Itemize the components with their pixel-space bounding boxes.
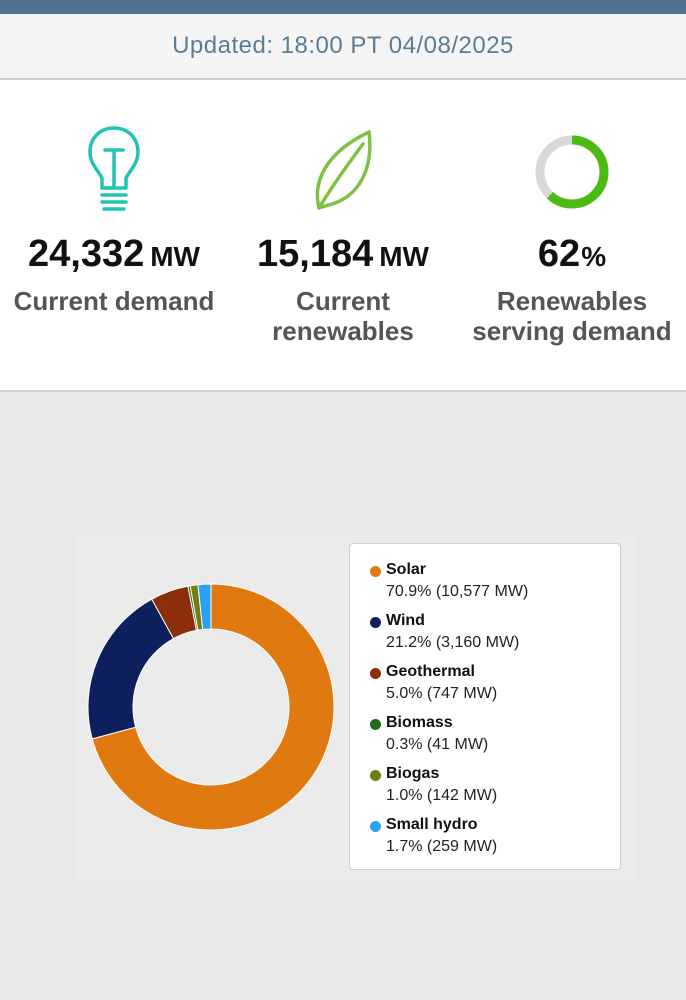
legend-value: 1.7% (259 MW) — [386, 838, 498, 855]
share-label-line2: serving demand — [472, 316, 672, 346]
stats-panel: 24,332 MW Current demand 15,184 MW Current… — [0, 80, 686, 392]
legend-item-biomass[interactable]: Biomass 0.3% (41 MW) — [370, 714, 620, 765]
legend-value: 70.9% (10,577 MW) — [386, 583, 529, 600]
renewables-donut-chart — [87, 583, 335, 831]
legend-label: Biogas — [386, 765, 440, 782]
top-accent-bar — [0, 0, 686, 14]
stat-label: Renewables serving demand — [458, 286, 686, 346]
legend-value: 21.2% (3,160 MW) — [386, 634, 520, 651]
legend-color-dot — [370, 770, 381, 781]
updated-timestamp-bar: Updated: 18:00 PT 04/08/2025 — [0, 14, 686, 80]
leaf-icon — [311, 128, 375, 217]
donut-slice-small-hydro[interactable] — [197, 583, 212, 630]
legend-item-small-hydro[interactable]: Small hydro 1.7% (259 MW) — [370, 816, 620, 867]
updated-timestamp: Updated: 18:00 PT 04/08/2025 — [172, 32, 514, 59]
demand-value: 24,332 — [28, 233, 145, 275]
demand-unit: MW — [150, 241, 200, 272]
share-value: 62 — [537, 233, 581, 275]
legend-label: Solar — [386, 561, 427, 578]
legend-item-solar[interactable]: Solar 70.9% (10,577 MW) — [370, 561, 620, 612]
legend-label: Biomass — [386, 714, 453, 731]
legend-item-wind[interactable]: Wind 21.2% (3,160 MW) — [370, 612, 620, 663]
legend-color-dot — [370, 668, 381, 679]
legend-label: Small hydro — [386, 816, 478, 833]
donut-slice-wind[interactable] — [87, 598, 175, 740]
share-unit: % — [581, 241, 607, 272]
chart-legend: Solar 70.9% (10,577 MW) Wind 21.2% (3,160 M… — [349, 543, 621, 870]
legend-value: 5.0% (747 MW) — [386, 685, 498, 702]
lightbulb-icon — [86, 124, 142, 221]
donut-slice-solar[interactable] — [91, 583, 335, 831]
legend-value: 0.3% (41 MW) — [386, 736, 489, 753]
stat-value: 24,332 MW — [0, 232, 228, 279]
stat-value: 62% — [458, 232, 686, 279]
progress-ring-fill — [535, 135, 609, 209]
progress-ring-icon — [534, 134, 610, 215]
legend-item-geothermal[interactable]: Geothermal 5.0% (747 MW) — [370, 663, 620, 714]
demand-label: Current demand — [13, 286, 215, 316]
renewables-value: 15,184 — [257, 233, 374, 275]
legend-color-dot — [370, 566, 381, 577]
stat-label: Current demand — [0, 286, 228, 316]
renewables-unit: MW — [379, 241, 429, 272]
share-label-line1: Renewables — [496, 286, 648, 316]
legend-label: Geothermal — [386, 663, 475, 680]
legend-color-dot — [370, 719, 381, 730]
legend-label: Wind — [386, 612, 425, 629]
renewables-label-line2: renewables — [272, 316, 414, 346]
stat-value: 15,184 MW — [229, 232, 457, 279]
renewables-label-line1: Current — [296, 286, 390, 316]
legend-color-dot — [370, 821, 381, 832]
legend-color-dot — [370, 617, 381, 628]
legend-value: 1.0% (142 MW) — [386, 787, 498, 804]
stat-label: Current renewables — [229, 286, 457, 346]
legend-item-biogas[interactable]: Biogas 1.0% (142 MW) — [370, 765, 620, 816]
